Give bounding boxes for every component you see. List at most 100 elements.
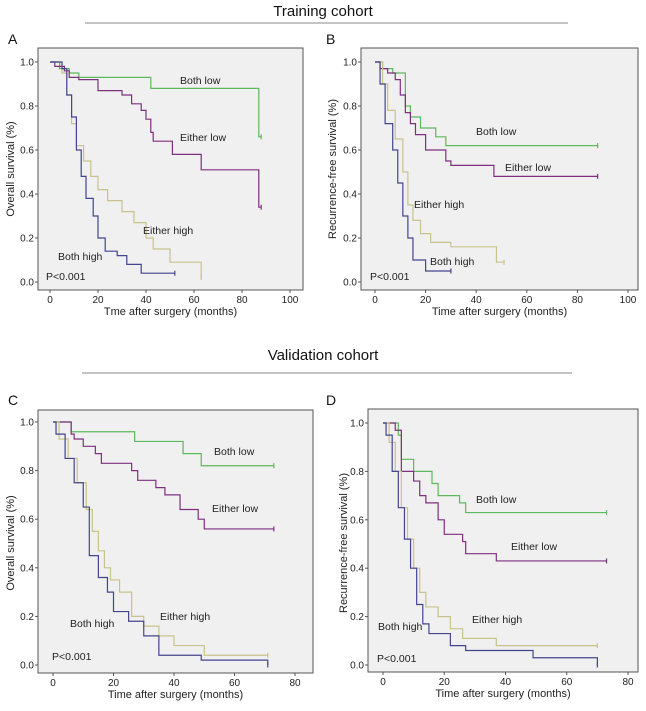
x-axis-label: Time after surgery (months)	[432, 306, 567, 318]
y-tick-label: 1.0	[350, 419, 364, 430]
km-curve-either-high	[383, 422, 598, 647]
validation-cohort-title: Validation cohort	[268, 347, 379, 364]
x-tick-label: 0	[372, 295, 378, 306]
y-axis-label: Overall survival (%)	[5, 121, 17, 216]
y-tick-label: 0.6	[343, 146, 357, 157]
y-tick-label: 1.0	[20, 58, 34, 69]
panel-d: D 0 20 40 60 80 0.0 0.2 0.4 0.6 0.8 1.0 Time after s…	[326, 392, 639, 700]
x-tick-label: 20	[420, 295, 432, 306]
x-tick-label: 0	[47, 295, 53, 306]
x-tick-label: 80	[236, 295, 248, 306]
x-tick-label: 40	[140, 295, 152, 306]
series-label: Either low	[212, 503, 259, 515]
y-tick-label: 0.8	[350, 467, 364, 478]
series-label: Both low	[180, 75, 221, 87]
km-curve-either-low	[375, 61, 598, 177]
y-tick-label: 0.8	[20, 102, 34, 113]
y-tick-label: 0.0	[350, 661, 364, 672]
x-tick-label: 100	[282, 295, 299, 306]
plot-area	[37, 409, 314, 674]
x-axis-label: Tme after surgery (months)	[104, 306, 237, 318]
x-tick-label: 60	[188, 295, 200, 306]
panel-letter: D	[326, 392, 336, 408]
series-label: Either high	[143, 225, 193, 237]
y-tick-label: 0.0	[20, 661, 34, 672]
series-label: Either high	[472, 614, 522, 626]
series-label: Both high	[58, 251, 103, 263]
series-label: Both high	[430, 256, 475, 268]
x-tick-label: 20	[439, 677, 451, 688]
km-curve-either-low	[383, 422, 607, 562]
x-tick-label: 60	[521, 295, 533, 306]
y-tick-label: 0.6	[20, 146, 34, 157]
x-axis-label: Time after surgery (months)	[108, 689, 243, 701]
series-label: Both low	[476, 126, 517, 138]
series-label: Both high	[70, 618, 115, 630]
y-tick-label: 0.0	[343, 278, 357, 289]
x-tick-label: 20	[92, 295, 104, 306]
plot-area	[367, 408, 639, 673]
km-curve-either-high	[375, 61, 505, 263]
p-value: P<0.001	[46, 271, 86, 283]
x-tick-label: 60	[561, 677, 573, 688]
km-curve-both-high	[375, 61, 451, 272]
panel-b: B 0 20 40 60 80 100 0.0 0.2 0.4 0.6 0.8 1.0 Time afte…	[326, 31, 639, 318]
series-label: Both high	[378, 621, 423, 633]
series-label: Both low	[476, 494, 517, 506]
series-label: Both low	[214, 446, 255, 458]
x-axis-label: Time after surgery (months)	[435, 688, 570, 700]
y-tick-label: 0.4	[20, 190, 34, 201]
x-tick-label: 40	[168, 678, 180, 689]
km-curve-both-low	[383, 422, 607, 514]
y-tick-label: 0.4	[343, 190, 357, 201]
y-tick-label: 0.6	[350, 515, 364, 526]
y-tick-label: 0.6	[20, 515, 34, 526]
x-tick-label: 40	[471, 295, 483, 306]
x-tick-label: 0	[50, 678, 56, 689]
y-tick-label: 0.2	[20, 612, 34, 623]
km-curve-both-high	[383, 422, 598, 665]
y-tick-label: 0.4	[350, 564, 364, 575]
series-label: Either low	[511, 541, 558, 553]
series-label: Either low	[505, 162, 552, 174]
y-tick-label: 0.8	[343, 102, 357, 113]
p-value: P<0.001	[52, 651, 92, 663]
x-tick-label: 0	[380, 677, 386, 688]
km-curve-either-low	[53, 421, 274, 530]
km-curve-both-low	[50, 61, 262, 138]
panel-letter: B	[326, 31, 335, 47]
y-tick-label: 0.2	[350, 612, 364, 623]
y-tick-label: 0.2	[343, 234, 357, 245]
y-tick-label: 0.4	[20, 563, 34, 574]
y-tick-label: 0.8	[20, 466, 34, 477]
y-tick-label: 0.2	[20, 234, 34, 245]
y-tick-label: 1.0	[343, 58, 357, 69]
x-tick-label: 100	[620, 295, 637, 306]
x-tick-label: 20	[108, 678, 120, 689]
x-tick-label: 60	[229, 678, 241, 689]
p-value: P<0.001	[377, 653, 417, 665]
panel-letter: C	[8, 392, 18, 408]
plot-area	[360, 47, 639, 291]
series-label: Either high	[414, 199, 464, 211]
km-curve-either-high	[53, 421, 268, 656]
training-cohort-title: Training cohort	[273, 3, 373, 20]
x-tick-label: 80	[622, 677, 634, 688]
y-tick-label: 1.0	[20, 418, 34, 429]
km-curve-either-low	[50, 61, 262, 208]
y-tick-label: 0.0	[20, 278, 34, 289]
x-tick-label: 80	[289, 678, 301, 689]
series-label: Either low	[180, 132, 227, 144]
x-tick-label: 80	[572, 295, 584, 306]
y-axis-label: Recurrence-free survival (%)	[327, 99, 339, 239]
series-label: Either high	[160, 611, 210, 623]
y-axis-label: Overall survival (%)	[5, 495, 17, 590]
km-curve-both-high	[53, 421, 269, 665]
y-axis-label: Recurrence-free survival (%)	[338, 473, 350, 613]
x-tick-label: 40	[500, 677, 512, 688]
panel-a: A 0 20 40 60 80 100 0.0 0.2 0.4 0.6 0.8 1.0 Tme after…	[5, 31, 304, 318]
km-curve-both-high	[50, 61, 175, 274]
p-value: P<0.001	[370, 271, 410, 283]
panel-letter: A	[8, 31, 18, 47]
